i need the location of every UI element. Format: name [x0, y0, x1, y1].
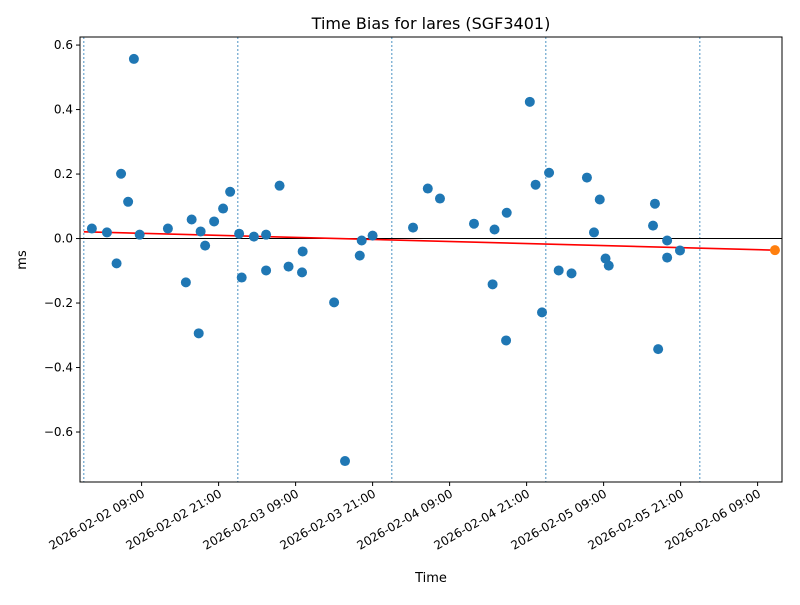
data-point: [662, 252, 673, 263]
data-point: [354, 250, 365, 261]
data-point: [225, 186, 236, 197]
y-tick-label: −0.4: [44, 361, 73, 375]
data-point: [408, 222, 419, 233]
data-point: [297, 246, 308, 257]
data-point: [128, 53, 139, 64]
data-point: [648, 220, 659, 231]
y-tick-label: −0.6: [44, 425, 73, 439]
data-point: [524, 96, 535, 107]
y-tick-label: 0.6: [54, 38, 73, 52]
data-point: [111, 258, 122, 269]
data-point: [468, 218, 479, 229]
x-axis-label: Time: [414, 571, 447, 586]
data-point: [649, 198, 660, 209]
data-point: [594, 194, 605, 205]
data-point: [422, 183, 433, 194]
data-point: [566, 268, 577, 279]
data-point: [261, 265, 272, 276]
data-point: [248, 231, 259, 242]
data-point: [530, 179, 541, 190]
data-point: [162, 223, 173, 234]
data-point: [274, 180, 285, 191]
data-point: [340, 456, 351, 467]
data-point: [662, 235, 673, 246]
data-point: [180, 277, 191, 288]
y-tick-label: 0.4: [54, 103, 73, 117]
data-point: [329, 297, 340, 308]
data-point: [501, 207, 512, 218]
plot-area: [80, 37, 782, 482]
data-point: [544, 167, 555, 178]
chart-title: Time Bias for lares (SGF3401): [311, 14, 551, 33]
data-point: [537, 307, 548, 318]
data-point: [101, 227, 112, 238]
data-point: [86, 223, 97, 234]
data-point: [186, 214, 197, 225]
data-point: [134, 229, 145, 240]
data-point: [236, 272, 247, 283]
data-point: [209, 216, 220, 227]
data-point: [297, 267, 308, 278]
data-point: [603, 260, 614, 271]
data-point: [195, 226, 206, 237]
data-point: [367, 230, 378, 241]
data-point: [116, 168, 127, 179]
data-point: [489, 224, 500, 235]
data-point: [588, 227, 599, 238]
data-point: [581, 172, 592, 183]
data-point: [487, 279, 498, 290]
data-point: [123, 196, 134, 207]
axes-frame: [79, 36, 783, 483]
y-tick-label: 0.0: [54, 232, 73, 246]
prediction-point: [769, 245, 780, 256]
data-point: [501, 335, 512, 346]
data-point: [653, 344, 664, 355]
data-point: [261, 229, 272, 240]
data-point: [218, 203, 229, 214]
data-point: [674, 245, 685, 256]
data-point: [200, 240, 211, 251]
data-point: [234, 228, 245, 239]
data-point: [553, 265, 564, 276]
data-point: [283, 261, 294, 272]
y-tick-label: 0.2: [54, 167, 73, 181]
data-point: [356, 235, 367, 246]
data-point: [193, 328, 204, 339]
data-point: [434, 193, 445, 204]
y-axis-label: ms: [15, 250, 30, 270]
y-tick-label: −0.2: [44, 296, 73, 310]
